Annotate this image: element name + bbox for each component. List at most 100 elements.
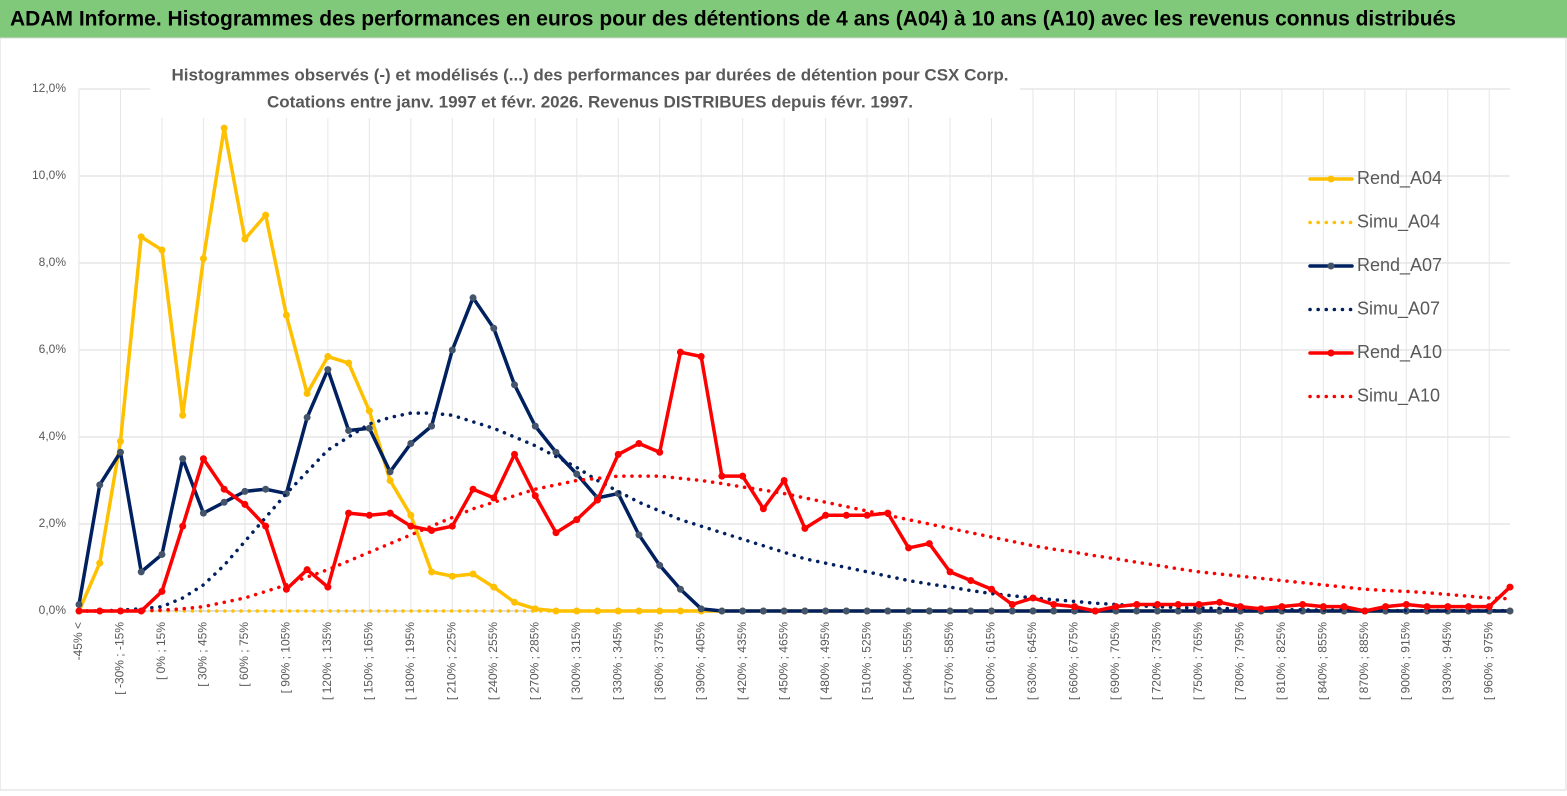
legend-label: Simu_A10 — [1357, 385, 1440, 406]
data-point — [552, 448, 560, 456]
data-point — [345, 509, 353, 517]
x-tick-label: [ 360% ; 375% — [652, 622, 666, 700]
data-point — [1153, 600, 1161, 608]
data-point — [241, 500, 249, 508]
data-point — [822, 511, 830, 519]
data-point — [199, 455, 207, 463]
legend-label: Rend_A07 — [1357, 255, 1442, 276]
y-tick-label: 8,0% — [39, 255, 67, 269]
data-point — [1361, 607, 1369, 615]
header-bar — [0, 0, 1567, 38]
data-point — [96, 607, 104, 615]
data-point — [365, 511, 373, 519]
data-point — [386, 477, 394, 484]
data-point — [697, 605, 705, 613]
x-tick-label: [ 30% ; 45% — [196, 622, 210, 687]
x-tick-label: [ -30% ; -15% — [113, 622, 127, 695]
data-point — [614, 607, 622, 615]
data-point — [946, 607, 954, 615]
data-point — [1070, 603, 1078, 611]
x-tick-label: [ 0% ; 15% — [154, 622, 168, 680]
plot — [75, 124, 1514, 615]
x-tick-label: [ 570% ; 585% — [942, 622, 956, 700]
data-point — [1485, 603, 1493, 611]
data-point — [1174, 607, 1182, 615]
data-point — [1506, 607, 1514, 615]
data-point — [780, 477, 788, 484]
x-tick-label: [ 960% ; 975% — [1481, 622, 1495, 700]
data-point — [490, 324, 498, 332]
data-point — [1216, 598, 1224, 606]
data-point — [490, 494, 498, 502]
data-point — [96, 559, 104, 567]
x-tick-label: [ 630% ; 645% — [1025, 622, 1039, 700]
data-point — [179, 455, 187, 463]
x-tick-label: [ 750% ; 765% — [1191, 622, 1205, 700]
data-point — [573, 607, 581, 615]
data-point — [511, 381, 519, 389]
data-point — [1112, 603, 1120, 611]
data-point — [116, 448, 124, 456]
data-point — [1444, 603, 1452, 611]
data-point — [303, 566, 311, 574]
data-point — [531, 492, 539, 500]
x-tick-label: [ 450% ; 465% — [776, 622, 790, 700]
x-tick-label: [ 150% ; 165% — [362, 622, 376, 700]
data-point — [656, 561, 664, 569]
data-point — [199, 509, 207, 517]
data-point — [967, 577, 975, 585]
y-tick-label: 6,0% — [39, 342, 67, 356]
x-tick-label: [ 870% ; 885% — [1357, 622, 1371, 700]
data-point — [241, 487, 249, 495]
data-point — [448, 522, 456, 530]
x-tick-label: [ 720% ; 735% — [1150, 622, 1164, 700]
data-point — [1236, 603, 1244, 611]
data-point — [262, 211, 270, 219]
x-tick-label: [ 120% ; 135% — [320, 622, 334, 700]
x-tick-label: [ 660% ; 675% — [1067, 622, 1081, 700]
data-point — [801, 524, 809, 532]
data-point — [1340, 603, 1348, 611]
data-point — [75, 600, 83, 608]
data-point — [303, 390, 311, 397]
data-point — [407, 511, 415, 519]
data-point — [573, 516, 581, 524]
data-point — [220, 485, 228, 493]
x-tick-label: [ 420% ; 435% — [735, 622, 749, 700]
data-point — [656, 607, 664, 615]
data-point — [593, 496, 601, 504]
legend-label: Simu_A04 — [1357, 211, 1440, 232]
x-tick-label: [ 300% ; 315% — [569, 622, 583, 700]
data-point — [1008, 607, 1016, 615]
data-point — [386, 468, 394, 476]
data-point — [220, 498, 228, 506]
series-line — [77, 411, 1512, 613]
data-point — [511, 450, 519, 458]
data-point — [1050, 607, 1058, 615]
data-point — [262, 522, 270, 530]
data-point — [552, 529, 560, 537]
data-point — [1195, 600, 1203, 608]
data-point — [697, 353, 705, 361]
y-tick-label: 2,0% — [39, 516, 67, 530]
data-point — [365, 407, 373, 415]
data-point — [469, 570, 477, 578]
data-point — [490, 583, 498, 591]
data-point — [1257, 605, 1265, 613]
y-tick-label: 12,0% — [32, 81, 66, 95]
data-point — [448, 346, 456, 354]
data-point — [324, 366, 332, 374]
data-point — [925, 540, 933, 548]
data-point — [96, 481, 104, 489]
data-point — [324, 353, 332, 361]
x-tick-label: [ 330% ; 345% — [610, 622, 624, 700]
data-point — [158, 246, 166, 254]
legend-marker — [1327, 175, 1335, 183]
data-point — [137, 233, 145, 241]
data-point — [573, 470, 581, 478]
legend-marker — [1327, 349, 1335, 357]
data-point — [1506, 583, 1514, 591]
data-point — [1278, 603, 1286, 611]
